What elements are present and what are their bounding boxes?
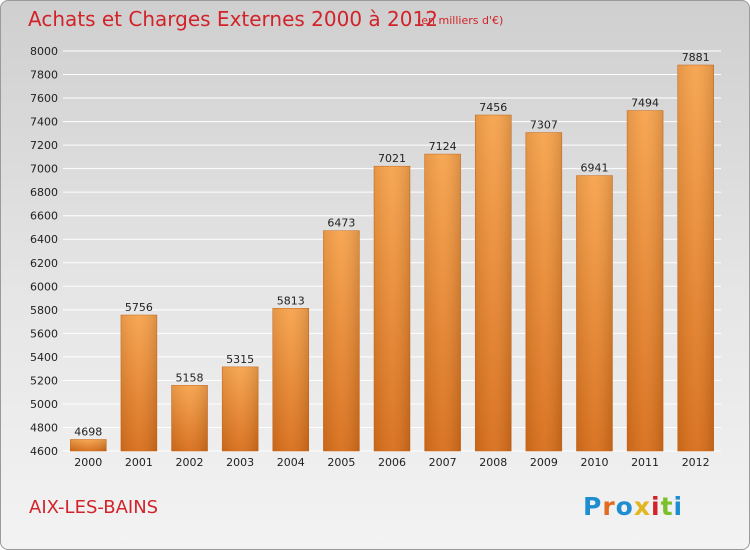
bar-shade [627,110,664,451]
x-tick-label: 2009 [530,456,558,469]
data-label: 7881 [682,51,710,64]
x-tick-label: 2010 [580,456,608,469]
x-axis: 2000 2001 2002 2003 2004 2005 2006 2007 2008 2009… [74,456,709,469]
y-tick-label: 8000 [30,45,58,58]
x-tick-label: 2002 [176,456,204,469]
bar-shade [374,166,410,452]
data-label: 7494 [631,97,659,110]
x-tick-label: 2001 [125,456,153,469]
data-label: 5756 [125,301,153,314]
bar-shade [323,230,360,451]
logo-letter: P [583,492,603,521]
logo-letter: o [615,492,634,521]
data-label: 4698 [74,425,102,438]
x-tick-label: 2006 [378,456,406,469]
data-label: 7124 [429,140,457,153]
y-tick-label: 7400 [30,116,58,129]
data-label: 6473 [327,217,355,230]
x-tick-label: 2003 [226,456,254,469]
x-tick-label: 2005 [327,456,355,469]
bar-shade [475,115,512,451]
data-label: 5158 [176,371,204,384]
x-tick-label: 2011 [631,456,659,469]
x-tick-label: 2004 [277,456,305,469]
x-tick-label: 2000 [74,456,102,469]
y-tick-label: 5000 [30,398,58,411]
logo-letter: r [602,492,616,521]
logo-letter: i [673,492,684,521]
proxiti-logo[interactable]: Proxiti [583,492,683,521]
bar-shade [171,385,208,451]
y-tick-label: 7600 [30,92,58,105]
data-label: 5315 [226,353,254,366]
y-tick-label: 6200 [30,257,58,270]
bar-shade [120,315,157,451]
y-tick-label: 6400 [30,233,58,246]
bar-shade [424,154,461,451]
bar-shade [272,308,309,451]
logo-letter: t [660,492,674,521]
y-tick-label: 6000 [30,280,58,293]
logo-letter: x [633,492,651,521]
data-label: 7021 [378,152,406,165]
logo-letter: i [651,492,661,521]
y-tick-label: 5400 [30,351,58,364]
y-tick-label: 5800 [30,304,58,317]
x-tick-label: 2008 [479,456,507,469]
bar-shade [222,366,259,451]
data-label: 7307 [530,119,558,132]
x-tick-label: 2007 [429,456,457,469]
x-tick-label: 2012 [682,456,710,469]
data-label: 7456 [479,101,507,114]
y-tick-label: 4800 [30,421,58,434]
y-tick-label: 7200 [30,139,58,152]
y-tick-label: 7000 [30,163,58,176]
bar-shade [70,439,107,451]
data-label: 6941 [580,162,608,175]
y-tick-label: 5200 [30,374,58,387]
y-tick-label: 5600 [30,327,58,340]
y-axis: 4600 4800 5000 5200 5400 5600 5800 6000 6200 6400… [30,45,58,458]
data-label: 5813 [277,294,305,307]
bar-shade [677,65,714,451]
bar-shade [525,132,562,451]
bars: 4698 5756 5158 5315 5813 6473 7021 7124 7456 7307… [70,51,714,452]
city-name: AIX-LES-BAINS [29,497,159,518]
y-tick-label: 6800 [30,186,58,199]
y-tick-label: 6600 [30,210,58,223]
bar-shade [576,175,613,451]
chart-title: Achats et Charges Externes 2000 à 2012 [28,7,438,31]
y-tick-label: 4600 [30,445,58,458]
chart-unit: (en milliers d'€) [417,14,504,27]
y-tick-label: 7800 [30,69,58,82]
